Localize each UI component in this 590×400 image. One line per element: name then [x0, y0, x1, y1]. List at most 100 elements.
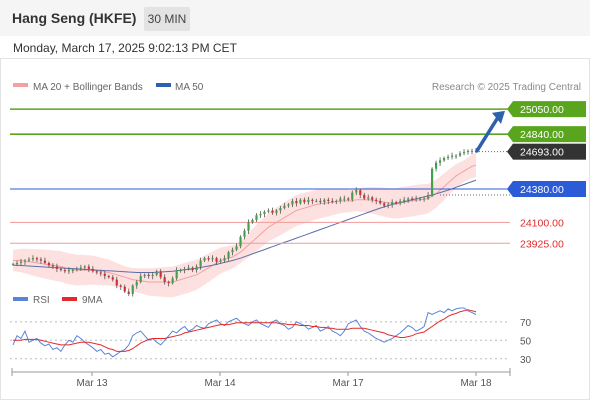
candle-body	[271, 210, 274, 213]
candle-body	[287, 204, 290, 206]
candle-body	[419, 198, 422, 200]
candle-body	[211, 258, 214, 260]
forecast-arrow-head	[492, 110, 505, 124]
candle-body	[379, 200, 382, 204]
x-tick-label: Mar 18	[460, 378, 492, 389]
candle-body	[411, 198, 414, 200]
candle-body	[155, 271, 158, 275]
rsi-ma-legend-swatch	[62, 297, 77, 301]
ma50-legend-label: MA 50	[175, 82, 204, 93]
candle-body	[39, 259, 43, 261]
candle-body	[51, 265, 55, 267]
candle-body	[139, 276, 142, 282]
x-tick-label: Mar 13	[76, 378, 108, 389]
candle-body	[163, 277, 166, 282]
level-tag-pointer	[507, 126, 513, 143]
candle-body	[399, 200, 402, 204]
level-tag-pointer	[507, 181, 513, 197]
candle-body	[111, 277, 114, 280]
timestamp: Monday, March 17, 2025 9:02:13 PM CET	[13, 41, 237, 55]
candle-body	[103, 273, 106, 277]
candle-body	[183, 268, 186, 271]
candle-body	[215, 258, 218, 262]
bollinger-bands	[13, 152, 476, 298]
level-label-24840.00: 24840.00	[520, 129, 564, 141]
rsi-tick-label: 30	[520, 355, 532, 366]
candle-body	[223, 258, 226, 261]
rsi-ma-line	[13, 309, 477, 352]
ma50-legend-swatch	[156, 83, 171, 87]
candle-body	[343, 198, 346, 200]
level-label-24100.00: 24100.00	[520, 217, 564, 229]
candle-body	[403, 199, 406, 201]
candle-body	[275, 210, 278, 213]
candle-body	[15, 262, 19, 265]
x-tick-label: Mar 14	[204, 378, 236, 389]
candle-body	[387, 204, 390, 206]
candle-body	[147, 274, 150, 277]
candle-body	[131, 285, 134, 294]
x-axis: Mar 13 Mar 14 Mar 17 Mar 18	[11, 368, 511, 389]
candle-body	[187, 267, 190, 269]
candle-body	[335, 200, 338, 203]
candle-body	[235, 246, 238, 250]
candle-body	[315, 200, 318, 202]
candle-body	[263, 211, 266, 215]
main-legend: MA 20 + Bollinger Bands MA 50	[13, 82, 204, 93]
candle-body	[219, 260, 222, 262]
candle-body	[135, 282, 138, 286]
candle-body	[195, 266, 198, 271]
timeframe-button[interactable]: 30 MIN	[144, 7, 190, 31]
rsi-line	[12, 307, 477, 358]
candle-body	[442, 158, 446, 161]
last-price-tag	[513, 143, 586, 160]
candle-body	[255, 215, 258, 220]
candle-body	[347, 198, 350, 200]
candle-body	[363, 194, 366, 199]
candle-body	[323, 199, 326, 203]
rsi-legend-swatch	[13, 297, 28, 301]
candle-body	[67, 270, 70, 272]
candle-body	[83, 266, 86, 268]
candle-body	[207, 258, 210, 260]
candle-body	[123, 286, 126, 292]
candle-body	[19, 261, 23, 263]
forecast-arrow-shaft	[475, 117, 499, 153]
candle-body	[427, 194, 430, 199]
candle-body	[283, 205, 286, 209]
candle-body	[43, 260, 47, 263]
candle-body	[227, 252, 230, 259]
candle-body	[434, 162, 438, 169]
chart-header: Hang Seng (HKFE) 30 MIN	[0, 0, 590, 36]
candle-body	[55, 266, 58, 269]
candle-body	[23, 260, 27, 262]
candle-body	[351, 192, 354, 200]
candle-body	[87, 266, 90, 269]
candle-body	[239, 236, 242, 247]
candle-body	[203, 258, 206, 261]
level-label-24380.00: 24380.00	[520, 184, 564, 196]
rsi-legend-label: RSI	[33, 295, 50, 306]
candle-body	[383, 203, 386, 206]
candle-body	[47, 262, 51, 266]
last-price-label: 24693.00	[520, 147, 564, 159]
bollinger-band-area	[13, 152, 476, 298]
ma20-legend-swatch	[13, 83, 28, 87]
candle-body	[462, 152, 466, 154]
x-tick-label: Mar 17	[332, 378, 364, 389]
candle-body	[199, 260, 202, 267]
candle-body	[191, 267, 194, 271]
rsi-tick-label: 50	[520, 336, 532, 347]
candle-body	[79, 267, 82, 269]
candle-body	[171, 278, 174, 284]
candle-body	[431, 168, 434, 195]
candle-body	[446, 156, 450, 158]
candle-body	[291, 200, 294, 205]
candle-body	[359, 190, 362, 195]
candle-body	[119, 285, 122, 287]
candle-body	[99, 272, 102, 274]
candle-body	[319, 200, 322, 203]
candle-body	[267, 210, 270, 212]
candle-body	[151, 274, 154, 277]
